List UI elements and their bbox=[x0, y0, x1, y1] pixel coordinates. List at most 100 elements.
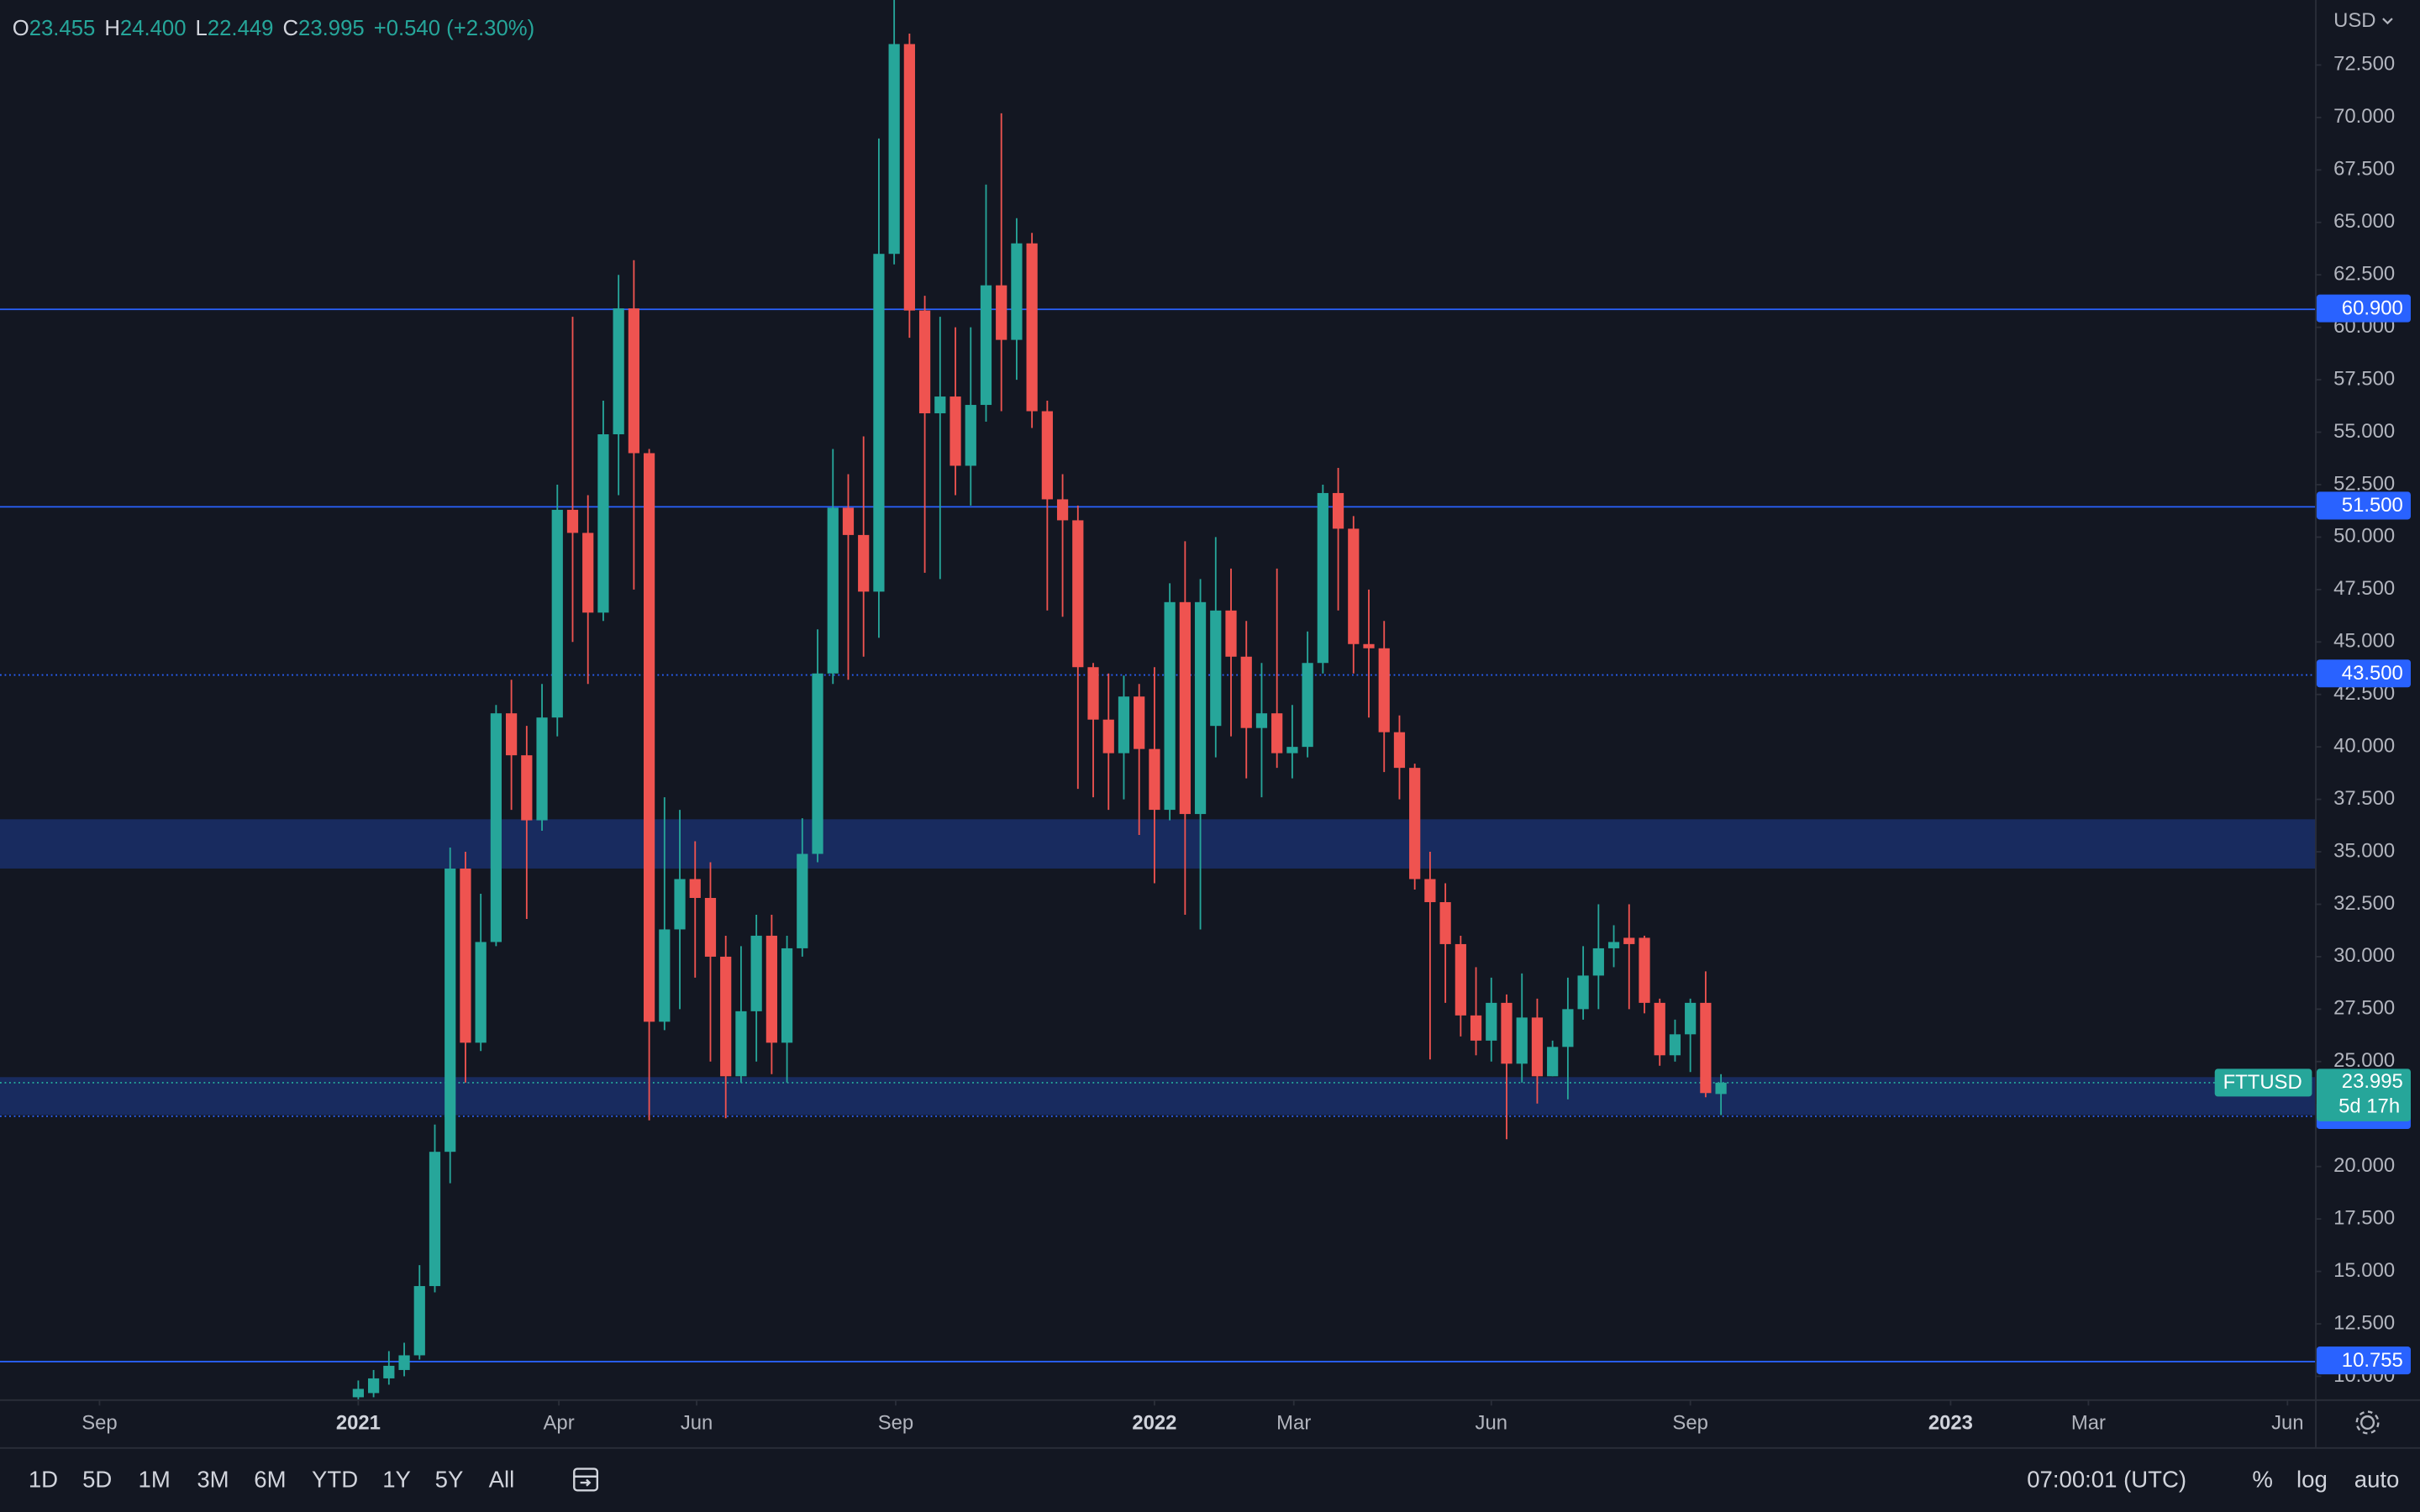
candle-body bbox=[1102, 719, 1114, 753]
candle-body bbox=[1607, 942, 1620, 948]
candle-body bbox=[873, 254, 885, 592]
candle-body bbox=[1409, 768, 1421, 879]
range-button[interactable]: 5D bbox=[82, 1467, 112, 1493]
candle-body bbox=[551, 509, 563, 718]
range-button[interactable]: 1D bbox=[29, 1467, 58, 1493]
ohlc-text: O23.455 H24.400 L22.449 C23.995 +0.540 (+2.3… bbox=[13, 17, 534, 40]
x-tick-label: Sep bbox=[878, 1412, 913, 1435]
candle-body bbox=[1639, 937, 1650, 1003]
candle-body bbox=[720, 956, 732, 1077]
x-tick-label: 2023 bbox=[1928, 1412, 1973, 1435]
range-button[interactable]: 1M bbox=[139, 1467, 171, 1493]
currency-label[interactable]: USD bbox=[2333, 9, 2375, 32]
last-price-label: 23.995 bbox=[2342, 1070, 2403, 1093]
candle-body bbox=[1332, 492, 1344, 529]
range-button[interactable]: YTD bbox=[312, 1467, 358, 1493]
candle-body bbox=[797, 853, 808, 948]
range-button[interactable]: 3M bbox=[197, 1467, 229, 1493]
candle-body bbox=[918, 310, 931, 414]
candle-body bbox=[674, 879, 686, 930]
ohlc-key: L bbox=[196, 17, 208, 40]
candle-body bbox=[566, 509, 579, 533]
candle-body bbox=[704, 897, 717, 957]
candle-body bbox=[965, 405, 976, 466]
candle-body bbox=[1516, 1017, 1528, 1064]
y-tick-label: 12.500 bbox=[2333, 1311, 2395, 1334]
y-tick-label: 45.000 bbox=[2333, 630, 2395, 653]
candle-body bbox=[1424, 879, 1436, 902]
candle-body bbox=[1056, 499, 1069, 521]
ohlc-value: 22.449 bbox=[208, 17, 274, 40]
candle-body bbox=[490, 713, 502, 942]
level-tag bbox=[2316, 294, 2411, 323]
candle-body bbox=[1348, 528, 1360, 644]
y-tick-label: 30.000 bbox=[2333, 944, 2395, 967]
scale-option[interactable]: % bbox=[2252, 1467, 2273, 1493]
scale-option[interactable]: auto bbox=[2354, 1467, 2400, 1493]
ohlc-value: 23.995 bbox=[298, 17, 365, 40]
candle-body bbox=[1486, 1002, 1497, 1041]
y-tick-label: 55.000 bbox=[2333, 420, 2395, 443]
ohlc-value: 24.400 bbox=[120, 17, 187, 40]
ohlc-value: 23.455 bbox=[29, 17, 96, 40]
range-button[interactable]: All bbox=[489, 1467, 515, 1493]
candle-body bbox=[1225, 610, 1237, 657]
y-tick-label: 17.500 bbox=[2333, 1206, 2395, 1229]
range-button[interactable]: 5Y bbox=[435, 1467, 464, 1493]
candle-body bbox=[1623, 937, 1635, 944]
candle-body bbox=[367, 1378, 380, 1394]
currency-caret bbox=[2382, 18, 2393, 25]
candle-body bbox=[765, 935, 777, 1043]
candle-body bbox=[643, 453, 655, 1022]
y-tick-label: 47.500 bbox=[2333, 577, 2395, 600]
clock: 07:00:01 (UTC) bbox=[2027, 1467, 2186, 1493]
range-button[interactable]: 6M bbox=[254, 1467, 286, 1493]
candle-body bbox=[613, 308, 624, 435]
ohlc-change: +0.540 (+2.30%) bbox=[374, 17, 534, 40]
calendar-icon[interactable] bbox=[573, 1467, 599, 1492]
zone bbox=[0, 819, 2316, 869]
x-tick-label: Jun bbox=[681, 1412, 713, 1435]
candle-body bbox=[735, 1011, 747, 1077]
ohlc-key: H bbox=[104, 17, 120, 40]
candle-body bbox=[1700, 1002, 1712, 1094]
level-tag bbox=[2316, 659, 2411, 688]
candle-body bbox=[858, 534, 870, 592]
candle-body bbox=[1439, 901, 1451, 944]
level-tag bbox=[2316, 491, 2411, 520]
candle-body bbox=[475, 942, 487, 1043]
candle-body bbox=[582, 533, 594, 613]
candle-body bbox=[1072, 520, 1084, 668]
y-tick-label: 37.500 bbox=[2333, 787, 2395, 810]
symbol-tag-label: FTTUSD bbox=[2223, 1071, 2302, 1094]
range-button[interactable]: 1Y bbox=[382, 1467, 411, 1493]
candle-body bbox=[1011, 243, 1023, 340]
candle-body bbox=[1669, 1034, 1681, 1056]
y-tick-label: 62.500 bbox=[2333, 263, 2395, 286]
candle-body bbox=[1562, 1009, 1574, 1047]
candle-body bbox=[950, 396, 961, 466]
y-tick-label: 25.000 bbox=[2333, 1049, 2395, 1072]
ohlc-legend: O23.455 H24.400 L22.449 C23.995 +0.540 (+2.3… bbox=[13, 17, 534, 40]
level-tag-label: 43.500 bbox=[2342, 662, 2403, 685]
candle-body bbox=[750, 935, 762, 1011]
countdown-label: 5d 17h bbox=[2338, 1095, 2400, 1118]
candle-body bbox=[1363, 643, 1375, 648]
axes: 10.00012.50015.00017.50020.00025.00027.5… bbox=[82, 53, 2411, 1435]
y-tick-label: 52.500 bbox=[2333, 472, 2395, 495]
candle-body bbox=[888, 44, 900, 255]
candle-body bbox=[1654, 1002, 1665, 1056]
candle-body bbox=[1118, 696, 1130, 753]
candle-body bbox=[1026, 243, 1038, 412]
y-tick-label: 35.000 bbox=[2333, 839, 2395, 862]
level-tag bbox=[2316, 1347, 2411, 1375]
settings-icon[interactable] bbox=[2355, 1410, 2380, 1435]
candle-body bbox=[536, 717, 548, 821]
candle-body bbox=[659, 929, 671, 1022]
scale-option[interactable]: log bbox=[2296, 1467, 2328, 1493]
y-tick-label: 72.500 bbox=[2333, 53, 2395, 76]
x-tick-label: Jun bbox=[2271, 1412, 2303, 1435]
candle-body bbox=[597, 434, 609, 613]
